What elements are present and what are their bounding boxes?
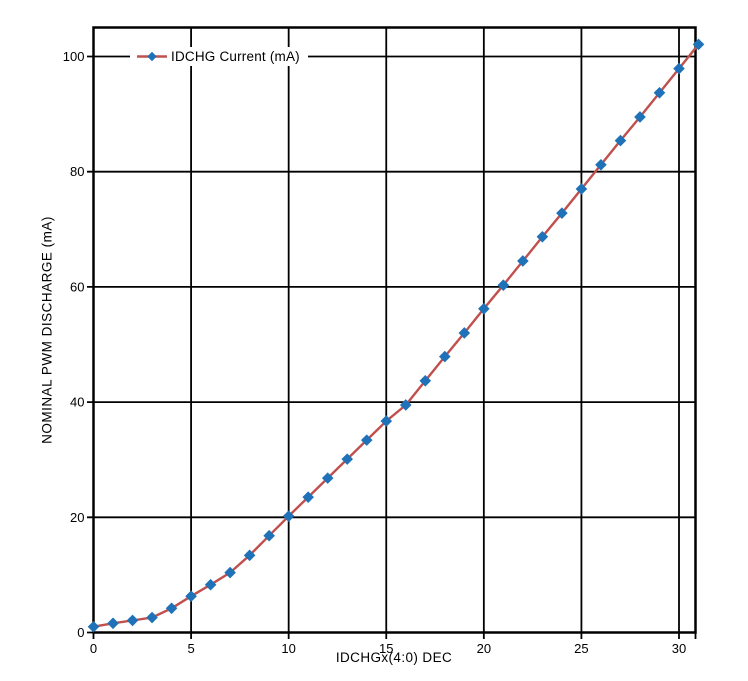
data-point-marker <box>360 434 373 446</box>
data-point-marker <box>595 158 607 171</box>
x-tick-label: 0 <box>90 641 97 656</box>
data-point-marker <box>146 611 158 624</box>
data-point-marker <box>517 255 529 267</box>
legend-line-marker-icon <box>137 51 167 62</box>
plot-border <box>92 26 697 634</box>
data-point-marker <box>263 529 275 542</box>
data-point-marker <box>419 374 432 387</box>
data-point-marker <box>126 614 139 627</box>
data-point-marker <box>497 279 510 291</box>
data-point-marker <box>165 602 178 615</box>
y-tick-label: 0 <box>77 625 84 640</box>
legend-label: IDCHG Current (mA) <box>171 49 300 64</box>
data-point-marker <box>653 86 666 99</box>
data-point-marker <box>321 472 334 484</box>
data-point-marker <box>204 578 217 591</box>
data-point-marker <box>478 302 490 315</box>
y-tick-label: 60 <box>70 279 84 294</box>
data-point-marker <box>439 350 451 363</box>
data-point-marker <box>224 566 236 579</box>
data-point-marker <box>185 590 197 603</box>
x-axis-title: IDCHGx(4:0) DEC <box>335 650 453 665</box>
data-point-marker <box>673 62 685 75</box>
data-point-marker <box>341 453 354 465</box>
data-point-marker <box>107 617 119 630</box>
legend: IDCHG Current (mA) <box>130 47 308 66</box>
x-tick-label: 30 <box>672 641 686 656</box>
y-axis-title: NOMINAL PWM DISCHARGE (mA) <box>39 216 55 444</box>
data-point-marker <box>536 230 549 243</box>
y-tick-label: 20 <box>70 510 84 525</box>
data-point-marker <box>87 620 100 633</box>
data-point-marker <box>575 183 588 195</box>
data-point-marker <box>380 415 393 427</box>
data-point-marker <box>692 38 705 51</box>
data-point-marker <box>556 207 568 219</box>
x-tick-label: 20 <box>477 641 491 656</box>
x-tick-label: 15 <box>379 641 393 656</box>
y-tick-label: 80 <box>70 164 84 179</box>
y-tick-label: 40 <box>70 395 84 410</box>
series-line <box>93 43 700 628</box>
x-tick-label: 10 <box>281 641 295 656</box>
data-point-marker <box>302 491 314 503</box>
x-tick-label: 5 <box>187 641 194 656</box>
y-tick-label: 100 <box>63 49 85 64</box>
data-point-marker <box>399 399 412 411</box>
data-point-marker <box>282 510 295 522</box>
x-tick-label: 25 <box>574 641 588 656</box>
data-point-marker <box>458 327 471 339</box>
data-point-marker <box>243 549 256 562</box>
data-point-marker <box>634 111 646 123</box>
data-point-marker <box>614 134 627 147</box>
